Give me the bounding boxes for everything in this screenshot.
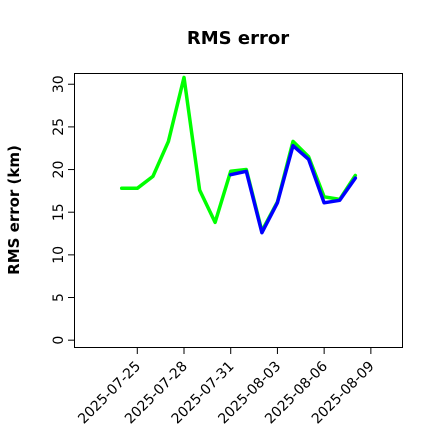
y-tick-label: 15 bbox=[51, 203, 67, 221]
y-tick-label: 30 bbox=[51, 75, 67, 93]
series-line-1 bbox=[119, 75, 358, 233]
x-axis-ticks: 2025-07-252025-07-282025-07-312025-08-03… bbox=[75, 347, 378, 427]
y-axis-label: RMS error (km) bbox=[5, 145, 23, 275]
series-line-2 bbox=[228, 143, 358, 235]
y-tick-label: 0 bbox=[51, 336, 67, 345]
y-tick-label: 10 bbox=[51, 246, 67, 264]
y-tick-label: 25 bbox=[51, 118, 67, 136]
y-tick-label: 5 bbox=[51, 293, 67, 302]
y-tick-label: 20 bbox=[51, 161, 67, 179]
plot-frame bbox=[74, 73, 403, 348]
y-axis-ticks: 0 5 10 15 20 25 30 bbox=[51, 75, 75, 345]
series-layer bbox=[119, 75, 358, 235]
chart-title: RMS error bbox=[187, 28, 289, 49]
